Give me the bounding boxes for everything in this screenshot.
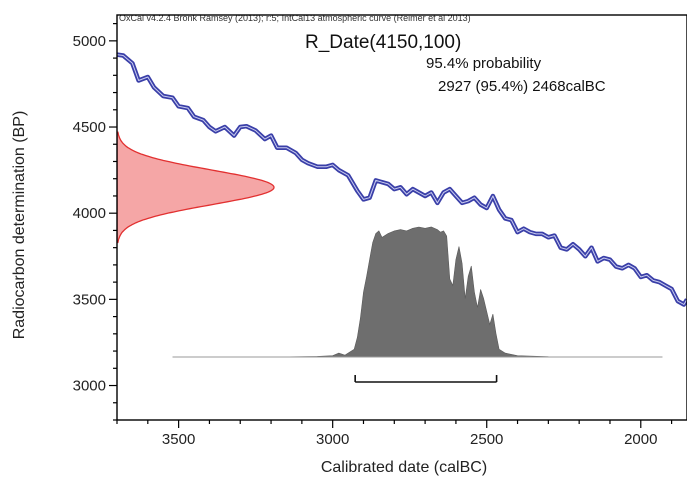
y-tick-label: 4500 (73, 119, 106, 136)
y-tick-label: 3500 (73, 291, 106, 308)
probability-range: 2927 (95.4%) 2468calBC (438, 78, 606, 95)
x-tick-label: 3000 (316, 431, 349, 448)
y-axis-ticks: 3000 3500 4000 4500 5000 (73, 23, 117, 421)
chart-title: R_Date(4150,100) (305, 32, 461, 53)
x-tick-label: 2000 (624, 431, 657, 448)
probability-heading: 95.4% probability (426, 55, 542, 72)
x-tick-label: 2500 (470, 431, 503, 448)
x-axis-ticks: 3500 3000 2500 2000 (116, 420, 673, 448)
y-tick-label: 5000 (73, 33, 106, 50)
header-text: OxCal v4.2.4 Bronk Ramsey (2013); r:5; I… (119, 13, 471, 23)
y-axis-label: Radiocarbon determination (BP) (11, 111, 28, 340)
range-95-bar (354, 375, 498, 383)
plot-frame (116, 14, 687, 421)
x-axis-label: Calibrated date (calBC) (321, 459, 487, 476)
calibration-curve-center (117, 54, 687, 305)
y-tick-label: 4000 (73, 205, 106, 222)
radiocarbon-distribution (117, 131, 275, 244)
x-tick-label: 3500 (162, 431, 195, 448)
y-tick-label: 3000 (73, 378, 106, 395)
calibrated-distribution (172, 226, 663, 358)
